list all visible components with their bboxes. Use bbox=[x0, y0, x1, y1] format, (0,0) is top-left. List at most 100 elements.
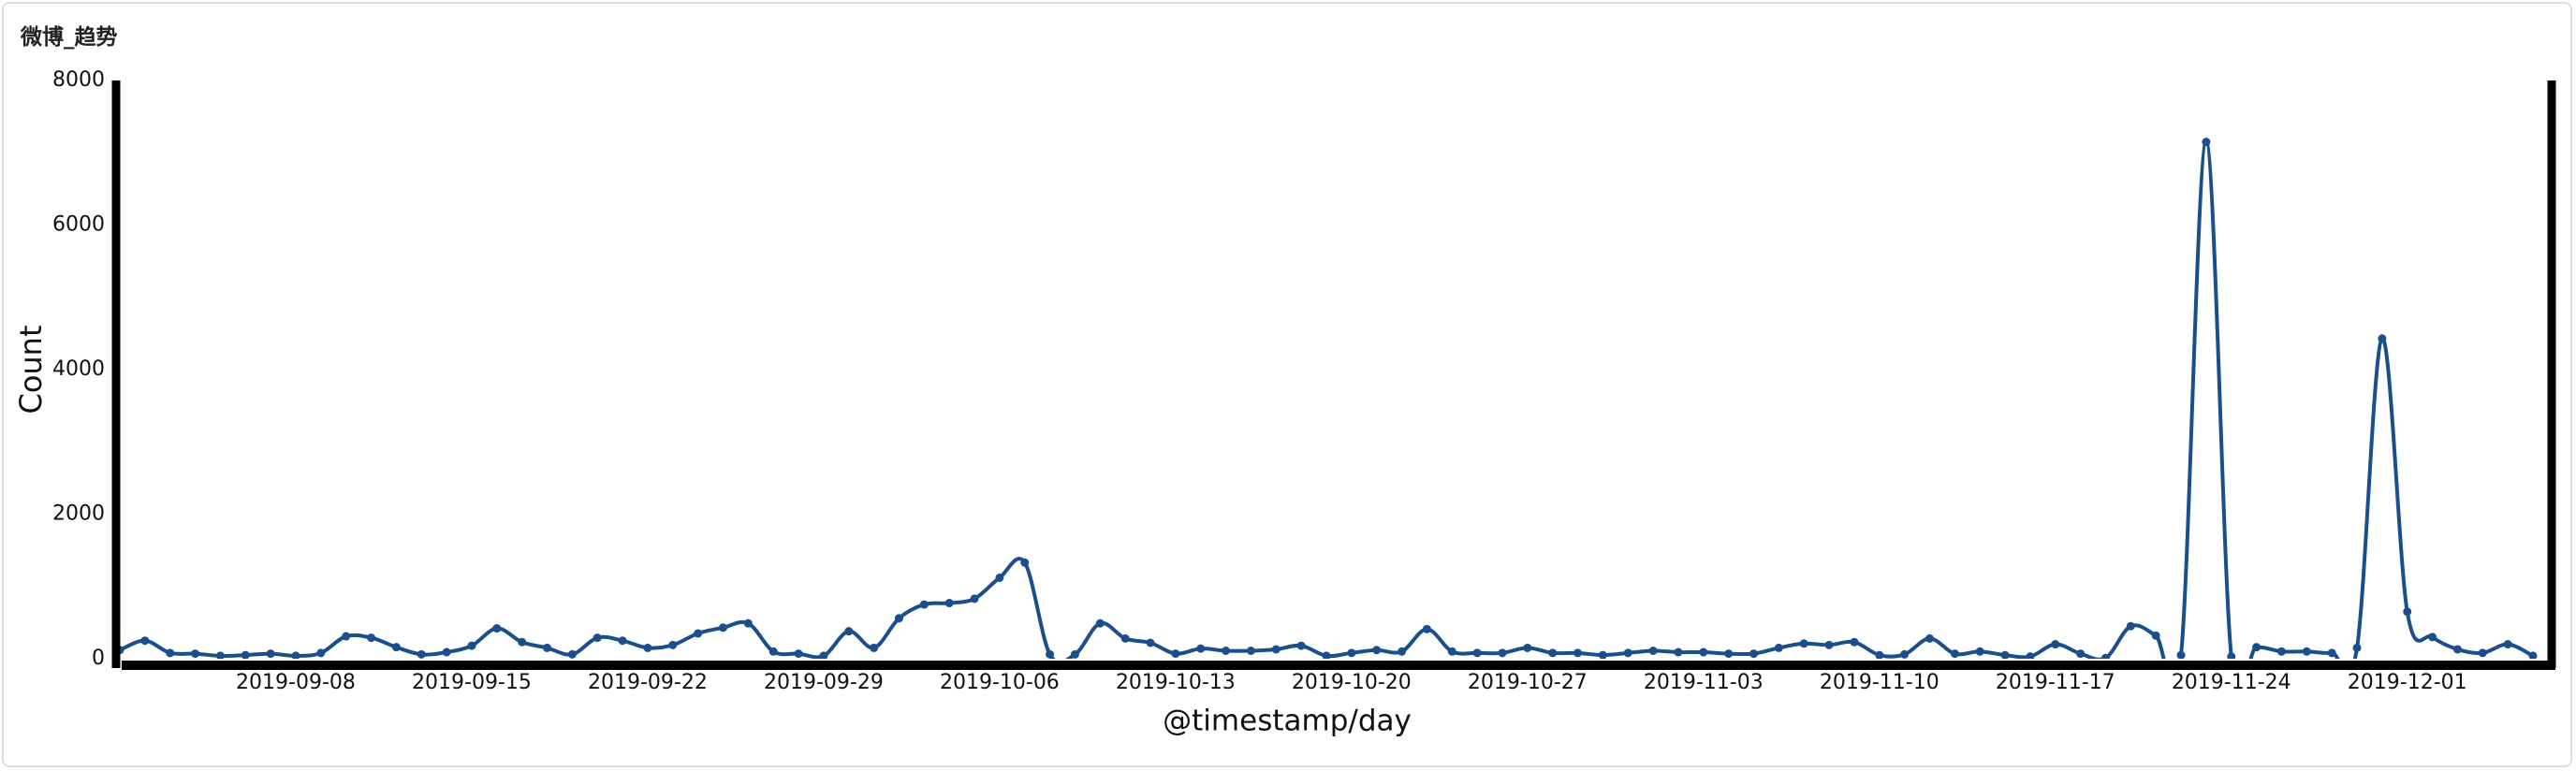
data-point bbox=[140, 636, 150, 646]
data-point bbox=[166, 648, 175, 658]
data-point bbox=[643, 643, 652, 652]
x-tick-label: 2019-12-01 bbox=[2348, 671, 2467, 694]
data-point bbox=[1296, 641, 1306, 650]
data-point bbox=[2076, 649, 2086, 659]
data-point bbox=[819, 651, 828, 659]
data-point bbox=[2026, 652, 2035, 659]
data-point bbox=[1648, 647, 1658, 656]
data-point bbox=[1875, 650, 1884, 659]
data-point bbox=[719, 623, 727, 633]
data-point bbox=[1246, 647, 1255, 656]
data-point bbox=[2151, 631, 2160, 640]
data-point bbox=[342, 632, 351, 641]
data-point bbox=[2252, 643, 2261, 652]
data-point bbox=[2276, 647, 2286, 656]
data-point bbox=[2428, 633, 2437, 642]
y-tick-label: 8000 bbox=[52, 68, 105, 92]
data-point bbox=[543, 643, 552, 652]
x-tick-label: 2019-10-06 bbox=[940, 671, 1060, 694]
x-tick-label: 2019-11-24 bbox=[2172, 671, 2291, 694]
data-point bbox=[1120, 633, 1130, 643]
data-point bbox=[1523, 643, 1532, 652]
data-point bbox=[794, 649, 803, 659]
data-point bbox=[2051, 640, 2060, 649]
data-point bbox=[266, 649, 275, 659]
data-point bbox=[1925, 633, 1934, 643]
data-point bbox=[241, 650, 250, 659]
data-point bbox=[1975, 647, 1984, 656]
x-tick-label: 2019-09-08 bbox=[236, 671, 356, 694]
data-point bbox=[668, 640, 678, 649]
data-point bbox=[1724, 649, 1734, 659]
data-point bbox=[2478, 648, 2487, 658]
x-tick-label: 2019-11-03 bbox=[1644, 671, 1764, 694]
data-point bbox=[215, 651, 225, 659]
data-point bbox=[1623, 648, 1632, 658]
data-point bbox=[2452, 645, 2462, 654]
y-axis-title: Count bbox=[13, 325, 49, 414]
data-point bbox=[1749, 649, 1759, 659]
data-point bbox=[1674, 647, 1683, 657]
data-point bbox=[618, 636, 627, 646]
data-point bbox=[870, 643, 879, 652]
data-point bbox=[970, 594, 979, 604]
data-point bbox=[518, 637, 527, 647]
data-point bbox=[768, 647, 778, 656]
data-point bbox=[2302, 647, 2311, 656]
data-point bbox=[391, 643, 401, 652]
data-point bbox=[2327, 648, 2336, 658]
data-point bbox=[995, 573, 1004, 582]
data-point bbox=[1070, 649, 1079, 659]
data-point bbox=[1146, 638, 1155, 647]
data-point bbox=[1774, 643, 1783, 652]
data-point bbox=[492, 624, 502, 633]
x-tick-label: 2019-10-20 bbox=[1292, 671, 1412, 694]
data-point bbox=[1222, 647, 1231, 656]
x-axis-title: @timestamp/day bbox=[1163, 705, 1412, 738]
y-tick-label: 4000 bbox=[52, 357, 105, 381]
x-tick-label: 2019-11-10 bbox=[1820, 671, 1939, 694]
data-point bbox=[417, 649, 426, 659]
data-point bbox=[191, 649, 200, 659]
data-point bbox=[1171, 649, 1180, 659]
x-tick-label: 2019-10-13 bbox=[1116, 671, 1236, 694]
data-point bbox=[1196, 644, 1206, 653]
data-point bbox=[2126, 621, 2135, 631]
x-tick-label: 2019-10-27 bbox=[1468, 671, 1588, 694]
x-tick-label: 2019-09-22 bbox=[588, 671, 708, 694]
data-point bbox=[1699, 647, 1708, 657]
data-point bbox=[1598, 650, 1607, 659]
data-point bbox=[1271, 645, 1281, 654]
data-point bbox=[919, 600, 929, 609]
data-point bbox=[2503, 640, 2512, 649]
y-tick-label: 0 bbox=[92, 647, 105, 670]
data-point bbox=[1020, 558, 1030, 567]
data-point bbox=[593, 633, 602, 643]
data-point bbox=[1372, 646, 1382, 655]
data-point bbox=[2403, 607, 2412, 617]
data-point bbox=[1422, 624, 1431, 633]
y-tick-label: 6000 bbox=[52, 213, 105, 237]
data-point bbox=[1900, 649, 1910, 659]
data-point bbox=[567, 649, 577, 659]
data-point bbox=[2176, 650, 2186, 659]
data-point bbox=[1447, 647, 1456, 656]
data-point bbox=[894, 614, 903, 623]
data-point bbox=[2352, 643, 2362, 652]
data-point bbox=[442, 647, 451, 657]
series-line bbox=[119, 139, 2534, 659]
data-point bbox=[1498, 648, 1507, 658]
data-point bbox=[2100, 653, 2110, 659]
data-point bbox=[1046, 649, 1055, 659]
data-point bbox=[1347, 648, 1356, 658]
x-tick-label: 2019-09-15 bbox=[412, 671, 532, 694]
data-point bbox=[2528, 651, 2538, 659]
data-point bbox=[1398, 647, 1407, 656]
x-tick-label: 2019-11-17 bbox=[1996, 671, 2115, 694]
panel-title: 微博_趋势 bbox=[21, 25, 118, 50]
data-point bbox=[844, 627, 854, 636]
x-tick-label: 2019-09-29 bbox=[764, 671, 884, 694]
y-tick-label: 2000 bbox=[52, 502, 105, 526]
data-point bbox=[1799, 639, 1808, 648]
